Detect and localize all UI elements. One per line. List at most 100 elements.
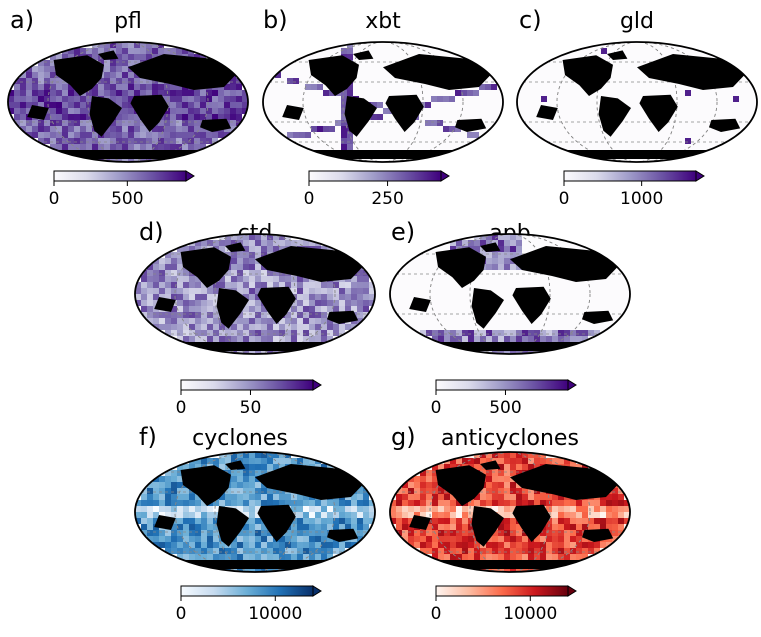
heat-cell: [195, 276, 201, 282]
heat-cell: [261, 500, 267, 506]
heat-cell: [341, 144, 347, 150]
heat-cell: [570, 500, 576, 506]
heat-cell: [20, 114, 26, 120]
heat-cell: [230, 114, 236, 120]
heat-cell: [255, 240, 261, 246]
heat-cell: [345, 542, 351, 548]
heat-cell: [552, 518, 558, 524]
heat-cell: [315, 294, 321, 300]
heat-cell: [570, 548, 576, 554]
heat-cell: [98, 90, 104, 96]
heat-cell: [279, 276, 285, 282]
heat-cell: [426, 470, 432, 476]
heat-cell: [128, 60, 134, 66]
map-outline: [389, 451, 631, 573]
heat-cell: [279, 458, 285, 464]
heat-cell: [363, 530, 369, 536]
heat-cell: [158, 120, 164, 126]
heat-cell: [243, 252, 249, 258]
heat-cell: [177, 494, 183, 500]
map-ctd: [135, 234, 375, 354]
heat-cell: [594, 518, 600, 524]
heat-cell: [8, 96, 14, 102]
heat-cell: [498, 482, 504, 488]
heat-cell: [291, 542, 297, 548]
heat-cell: [552, 512, 558, 518]
heat-cell: [588, 330, 594, 336]
heat-cell: [153, 530, 159, 536]
heat-cell: [231, 258, 237, 264]
heat-cell: [438, 524, 444, 530]
heat-cell: [177, 294, 183, 300]
heat-cell: [426, 542, 432, 548]
heat-cell: [504, 494, 510, 500]
heat-cell: [62, 108, 68, 114]
heat-cell: [420, 494, 426, 500]
heat-cell: [200, 96, 206, 102]
land-mass: [426, 342, 594, 351]
heat-cell: [305, 132, 311, 138]
heat-cell: [122, 78, 128, 84]
heat-cell: [492, 542, 498, 548]
heat-cell: [546, 542, 552, 548]
heat-cell: [195, 494, 201, 500]
heat-cell: [243, 294, 249, 300]
heat-cell: [159, 482, 165, 488]
heat-cell: [213, 294, 219, 300]
heat-cell: [237, 270, 243, 276]
heat-cell: [68, 120, 74, 126]
land-mass: [44, 150, 212, 159]
heat-cell: [261, 318, 267, 324]
heat-cell: [480, 252, 486, 258]
heat-cell: [147, 482, 153, 488]
heat-cell: [153, 270, 159, 276]
heat-cell: [14, 120, 20, 126]
heat-cell: [140, 90, 146, 96]
heat-cell: [38, 78, 44, 84]
heat-cell: [339, 542, 345, 548]
heat-cell: [212, 114, 218, 120]
colorbar: 0 10000: [431, 585, 577, 624]
heat-cell: [219, 282, 225, 288]
heat-cell: [321, 464, 327, 470]
heat-cell: [243, 554, 249, 560]
heat-cell: [528, 542, 534, 548]
heat-cell: [207, 548, 213, 554]
heat-cell: [116, 66, 122, 72]
heat-cell: [183, 464, 189, 470]
colorbar-tick-label: 1000: [620, 189, 663, 209]
heat-cell: [309, 312, 315, 318]
heat-cell: [104, 60, 110, 66]
gridline-lon: [302, 42, 464, 162]
heat-cell: [171, 512, 177, 518]
heat-cell: [243, 494, 249, 500]
heat-cell: [122, 120, 128, 126]
heat-cell: [135, 506, 141, 512]
heat-cell: [357, 494, 363, 500]
heat-cell: [552, 548, 558, 554]
map-outline: [134, 233, 376, 355]
heat-cell: [243, 536, 249, 542]
heat-cell: [231, 336, 237, 342]
heat-cell: [128, 102, 134, 108]
heat-cell: [212, 102, 218, 108]
heat-cell: [327, 300, 333, 306]
panel-letter: d): [139, 218, 164, 246]
heat-cell: [321, 530, 327, 536]
heat-cell: [285, 548, 291, 554]
heat-cell: [357, 518, 363, 524]
heat-cell: [116, 60, 122, 66]
heat-cell: [456, 554, 462, 560]
colorbar-extend-arrow: [567, 379, 577, 391]
heat-cell: [141, 494, 147, 500]
colorbar: 0 50: [176, 379, 322, 418]
heat-cell: [558, 500, 564, 506]
heat-cell: [570, 530, 576, 536]
heat-cell: [522, 452, 528, 458]
heat-cell: [339, 524, 345, 530]
heat-cell: [62, 90, 68, 96]
heat-cell: [498, 330, 504, 336]
heat-cell: [345, 282, 351, 288]
heat-cell: [576, 536, 582, 542]
heat-cell: [231, 500, 237, 506]
